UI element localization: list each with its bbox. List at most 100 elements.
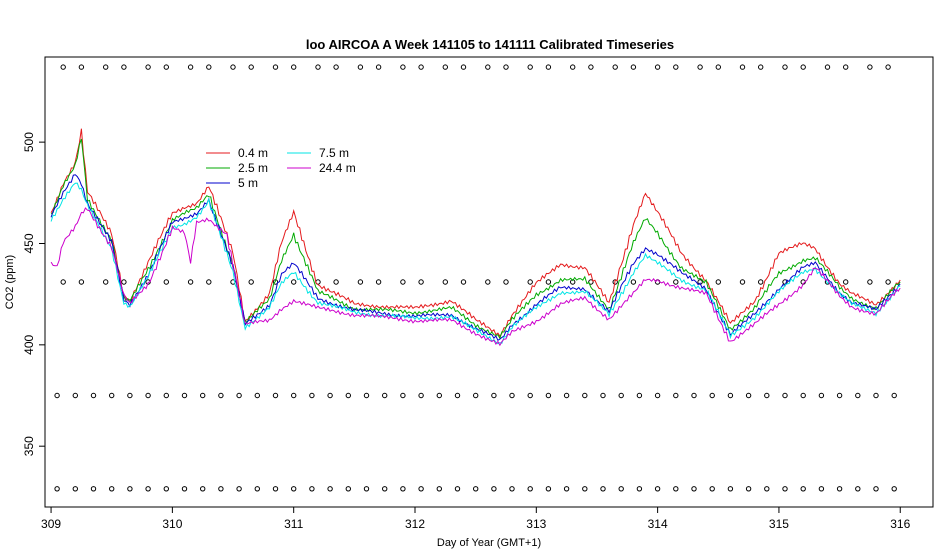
reference-point	[436, 486, 442, 492]
reference-point	[758, 279, 764, 285]
reference-point	[503, 279, 509, 285]
reference-point	[60, 64, 66, 70]
reference-point	[636, 392, 643, 399]
reference-point	[163, 64, 170, 70]
reference-point	[491, 486, 497, 492]
reference-point	[503, 64, 509, 70]
y-tick-label: 500	[22, 132, 36, 152]
reference-point	[236, 486, 242, 492]
reference-point	[818, 486, 825, 492]
reference-point	[382, 392, 388, 399]
reference-point	[291, 486, 297, 492]
reference-point	[618, 486, 624, 492]
reference-point	[855, 392, 861, 399]
reference-point	[764, 486, 770, 492]
legend-label: 24.4 m	[319, 161, 356, 175]
reference-point	[588, 64, 594, 70]
reference-point	[163, 486, 170, 492]
reference-point	[654, 392, 661, 399]
reference-point	[54, 486, 60, 492]
reference-point	[54, 392, 60, 399]
reference-point	[78, 64, 85, 70]
reference-point	[715, 64, 721, 70]
reference-point	[509, 486, 515, 492]
y-axis-label: CO2 (ppm)	[4, 255, 16, 309]
reference-point	[800, 64, 806, 70]
reference-point	[236, 392, 242, 399]
reference-point	[485, 64, 491, 70]
reference-point	[582, 486, 588, 492]
reference-point	[357, 64, 364, 70]
reference-point	[867, 279, 873, 285]
series-layer	[50, 128, 901, 347]
reference-point	[230, 64, 236, 70]
reference-point	[612, 64, 618, 70]
reference-point	[545, 64, 552, 70]
reference-point	[121, 64, 127, 70]
reference-point	[697, 64, 703, 70]
reference-point	[782, 279, 788, 285]
reference-point	[218, 392, 224, 399]
reference-point	[333, 279, 339, 285]
reference-point	[436, 392, 442, 399]
x-tick-label: 314	[648, 517, 668, 531]
reference-point	[764, 392, 770, 399]
reference-point	[254, 486, 260, 492]
reference-point	[545, 392, 552, 399]
reference-point	[673, 279, 679, 285]
reference-point	[715, 279, 721, 285]
reference-point	[654, 486, 661, 492]
reference-point	[485, 279, 491, 285]
x-tick-label: 309	[41, 517, 61, 531]
reference-point	[272, 392, 279, 399]
reference-point	[109, 486, 115, 492]
reference-point	[127, 392, 133, 399]
reference-point	[727, 392, 734, 399]
legend-label: 5 m	[238, 176, 258, 190]
reference-point	[90, 486, 97, 492]
reference-point	[709, 486, 715, 492]
reference-point	[363, 486, 370, 492]
reference-point	[103, 279, 109, 285]
reference-point	[145, 392, 151, 399]
reference-point	[181, 486, 188, 492]
reference-point	[600, 486, 606, 492]
reference-point	[545, 486, 552, 492]
reference-point	[582, 392, 588, 399]
reference-point	[418, 279, 424, 285]
reference-point	[588, 279, 594, 285]
plot-frame	[44, 56, 934, 508]
reference-point	[745, 486, 752, 492]
reference-point	[460, 279, 467, 285]
reference-point	[491, 392, 497, 399]
reference-point	[400, 392, 406, 399]
x-tick-label: 311	[284, 517, 303, 531]
reference-point	[509, 392, 515, 399]
reference-point	[145, 486, 151, 492]
reference-point	[90, 392, 97, 399]
reference-point	[855, 486, 861, 492]
reference-point	[200, 486, 206, 492]
reference-point	[291, 392, 297, 399]
reference-point	[630, 279, 637, 285]
reference-point	[327, 392, 333, 399]
x-axis: 309 310 311 312 313 314 315 316	[41, 507, 911, 531]
reference-point	[248, 64, 254, 70]
reference-point	[527, 64, 533, 70]
y-tick-label: 450	[22, 233, 36, 253]
reference-point	[375, 64, 382, 70]
reference-point	[891, 486, 897, 492]
reference-point	[630, 64, 637, 70]
reference-point	[885, 279, 891, 285]
reference-point	[673, 392, 679, 399]
reference-point	[545, 279, 552, 285]
reference-point	[758, 64, 764, 70]
legend: 0.4 m2.5 m5 m 7.5 m24.4 m	[206, 146, 356, 190]
reference-point	[727, 486, 734, 492]
reference-point	[527, 486, 533, 492]
reference-point	[527, 392, 533, 399]
reference-point	[363, 392, 370, 399]
series-line-7-5-m	[50, 182, 901, 345]
reference-point	[563, 486, 570, 492]
reference-point	[454, 486, 461, 492]
